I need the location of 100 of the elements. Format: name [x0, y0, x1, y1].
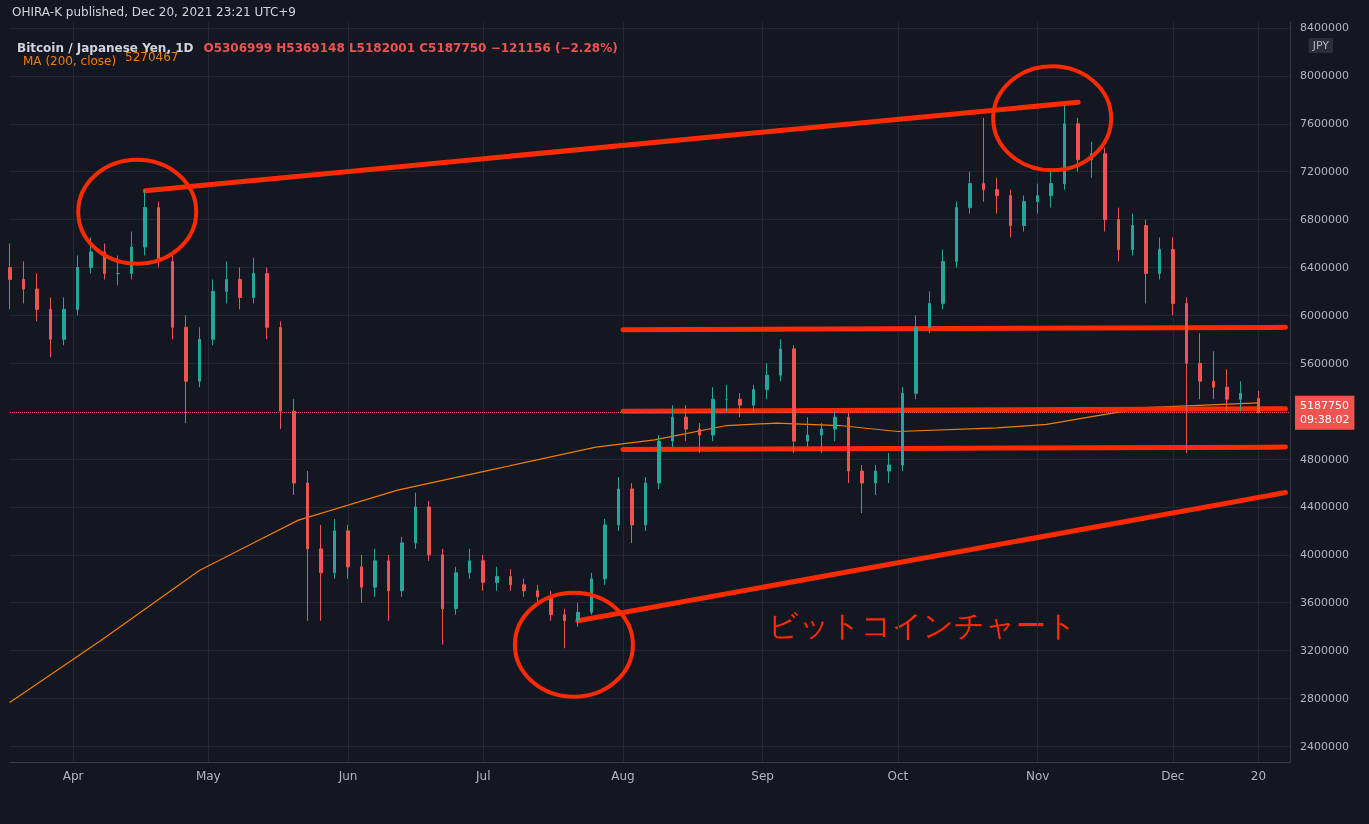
candlestick: [171, 255, 174, 340]
candlestick: [968, 171, 972, 215]
candlestick: [306, 470, 309, 622]
candlestick: [1198, 332, 1202, 400]
candlestick: [76, 255, 79, 316]
candlestick: [252, 257, 255, 304]
candlestick: [833, 410, 837, 442]
annotation: ビットコインチャート: [768, 607, 1077, 643]
text: MA (200, close): [23, 54, 117, 68]
candlestick: [509, 568, 512, 592]
candlestick: [116, 255, 120, 286]
x-tick-label: Dec: [1161, 769, 1185, 783]
candlestick: [265, 266, 269, 340]
y-tick-label: 6000000: [1300, 308, 1349, 322]
candlestick: [373, 548, 377, 598]
candlestick: [806, 416, 809, 448]
candlestick: [1009, 189, 1012, 239]
candlestick: [198, 326, 201, 388]
candlestick: [130, 231, 133, 280]
y-tick-label: 4400000: [1300, 500, 1349, 514]
candlestick: [725, 384, 728, 412]
candlestick: [536, 584, 539, 604]
candlestick: [157, 201, 160, 268]
candlestick: [765, 362, 769, 400]
candlestick: [441, 548, 444, 646]
candlestick: [225, 260, 228, 304]
x-tick-label: May: [195, 769, 221, 783]
candlestick: [901, 386, 904, 472]
x-tick-label: Jul: [475, 769, 491, 783]
candlestick: [49, 296, 52, 358]
y-tick-label: 3600000: [1300, 596, 1349, 610]
y-tick-label: 3200000: [1300, 644, 1349, 658]
candlestick: [8, 243, 12, 310]
candlestick: [955, 201, 958, 268]
candlestick: [1212, 350, 1215, 400]
candlestick: [779, 338, 782, 382]
x-tick-label: 20: [1250, 769, 1267, 783]
y-tick-label: 4800000: [1300, 452, 1349, 466]
x-tick-label: Oct: [887, 769, 909, 783]
candlestick: [563, 608, 566, 649]
candlestick: [941, 249, 945, 310]
x-tick-label: Aug: [611, 769, 635, 783]
candlestick: [1158, 237, 1161, 280]
x-tick-label: Apr: [62, 769, 84, 783]
candlestick: [874, 464, 877, 496]
candlestick: [495, 566, 499, 592]
candlestick: [1117, 207, 1120, 262]
ref-line-label: 5187750 09:38:02: [1300, 399, 1350, 427]
candlestick: [1076, 117, 1080, 173]
candlestick: [860, 464, 864, 514]
candlestick: [1022, 195, 1026, 233]
text: O5306999 H5369148 L5182001 C5187750 −121156 (−2.28%): [203, 41, 618, 55]
candlestick: [1171, 237, 1175, 316]
y-tick-label: 4000000: [1300, 548, 1349, 562]
candlestick: [752, 384, 755, 412]
candlestick: [211, 278, 215, 346]
candlestick: [549, 590, 553, 622]
x-tick-label: Jun: [337, 769, 358, 783]
candlestick: [1131, 213, 1134, 256]
candlestick: [1239, 380, 1242, 412]
candlestick: [427, 500, 431, 562]
text: OHIRA-K published, Dec 20, 2021 23:21 UTC+9: [12, 5, 296, 19]
candlestick: [1049, 171, 1053, 209]
y-tick-label: 5600000: [1300, 356, 1349, 370]
candlestick: [414, 492, 417, 550]
candlestick: [1103, 147, 1107, 233]
candlestick: [671, 404, 674, 448]
y-tick-label: 2400000: [1300, 739, 1349, 753]
candlestick: [576, 602, 580, 628]
y-tick-label: 7200000: [1300, 165, 1349, 179]
candlestick: [711, 386, 715, 442]
candlestick: [481, 554, 485, 592]
candlestick: [522, 578, 526, 598]
x-tick-label: Nov: [1025, 769, 1050, 783]
y-tick-label: 8000000: [1300, 69, 1349, 83]
candlestick: [346, 524, 350, 580]
candlestick: [982, 117, 985, 203]
candlestick: [360, 554, 363, 604]
candlestick: [603, 518, 607, 586]
x-tick-label: Sep: [751, 769, 774, 783]
candlestick: [333, 518, 336, 580]
candlestick: [820, 422, 823, 454]
candlestick: [644, 476, 647, 532]
y-axis-title: JPY: [1311, 39, 1330, 52]
candlestick: [89, 237, 93, 274]
candlestick: [887, 452, 891, 484]
candlestick: [630, 482, 634, 544]
line-series: [9, 402, 1260, 703]
candlestick: [995, 177, 999, 215]
candlestick: [387, 554, 390, 622]
candlestick: [468, 548, 471, 580]
candlestick: [319, 524, 323, 622]
y-tick-label: 8400000: [1300, 21, 1349, 35]
y-tick-label: 7600000: [1300, 117, 1349, 131]
candlestick: [400, 536, 404, 598]
candlestick: [617, 476, 620, 532]
candlestick: [22, 260, 25, 304]
y-tick-label: 6400000: [1300, 260, 1349, 274]
candlestick: [238, 266, 242, 310]
candlestick: [1144, 219, 1148, 304]
